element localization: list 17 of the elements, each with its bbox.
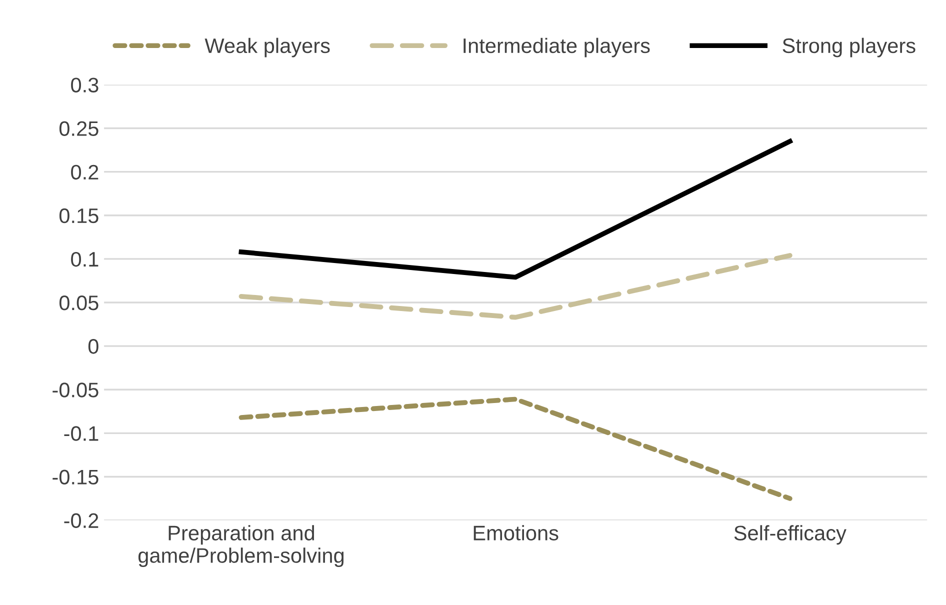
x-tick-label: Self-efficacy bbox=[734, 525, 846, 545]
y-tick-label: -0.1 bbox=[64, 426, 98, 441]
y-tick-label: 0.05 bbox=[59, 296, 98, 310]
y-tick-label: -0.05 bbox=[52, 382, 98, 398]
legend-label: Weak players bbox=[204, 38, 330, 58]
legend-label: Intermediate players bbox=[464, 38, 650, 58]
y-tick-label: 0.25 bbox=[59, 121, 98, 136]
y-tick-label: 0 bbox=[88, 339, 98, 354]
y-tick-label: 0.3 bbox=[71, 78, 98, 92]
y-tick-label: 0.15 bbox=[59, 208, 98, 224]
y-tick-label: -0.15 bbox=[52, 470, 98, 484]
legend-label: Strong players bbox=[782, 38, 916, 58]
x-tick-label: Emotions bbox=[474, 525, 558, 540]
y-tick-label: 0.2 bbox=[71, 164, 98, 180]
y-tick-label: -0.2 bbox=[64, 513, 98, 528]
y-tick-label: 0.1 bbox=[71, 252, 98, 267]
x-tick-label: Preparation and game/Problem-solving bbox=[138, 525, 344, 568]
